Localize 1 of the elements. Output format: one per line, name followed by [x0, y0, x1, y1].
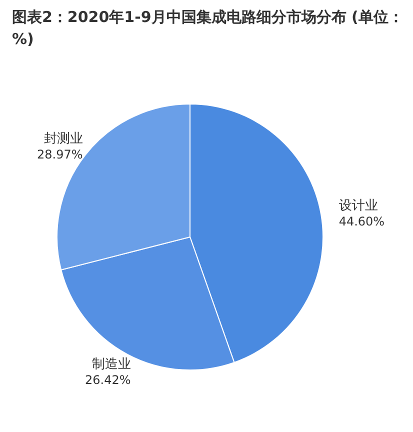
chart-title: 图表2：2020年1-9月中国集成电路细分市场分布 (单位：%) — [12, 7, 404, 50]
